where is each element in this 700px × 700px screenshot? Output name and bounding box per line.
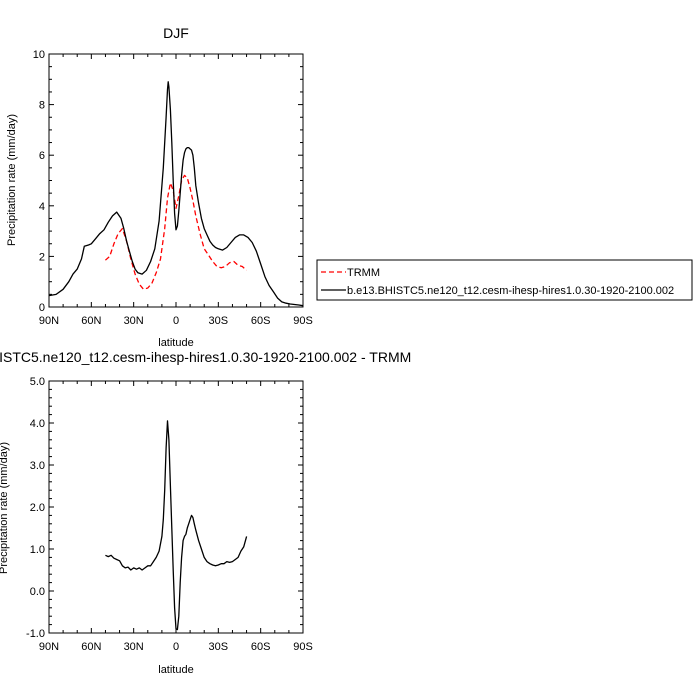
x-tick-label: 30N bbox=[124, 641, 144, 653]
x-tick-label: 0 bbox=[173, 641, 179, 653]
x-tick-label: 60N bbox=[81, 315, 101, 327]
x-axis-label-bottom: latitude bbox=[158, 664, 193, 676]
chart-title-bottom: b.e13.BHISTC5.ne120_t12.cesm-ihesp-hires… bbox=[0, 349, 411, 365]
y-tick-label: -1.0 bbox=[26, 628, 45, 640]
y-tick-label: 6 bbox=[39, 150, 45, 162]
series-line-model bbox=[48, 81, 304, 307]
legend-label-trmm: TRMM bbox=[347, 267, 380, 279]
y-tick-label: 2.0 bbox=[30, 502, 45, 514]
x-axis-label-top: latitude bbox=[158, 337, 193, 349]
x-tick-label: 90N bbox=[39, 641, 59, 653]
series-lines-top bbox=[48, 81, 304, 307]
chart-title-top: DJF bbox=[163, 25, 189, 41]
panel-bottom: b.e13.BHISTC5.ne120_t12.cesm-ihesp-hires… bbox=[0, 349, 411, 676]
x-tick-label: 60N bbox=[81, 641, 101, 653]
y-tick-label: 5.0 bbox=[30, 376, 45, 388]
legend-box bbox=[316, 259, 693, 301]
series-line-trmm bbox=[104, 174, 248, 290]
panel-top: DJF 0 2 4 6 8 10 90N 60N 30N 0 30S 60S 90S latitude… bbox=[6, 25, 313, 349]
y-tick-label: 1.0 bbox=[30, 544, 45, 556]
tick-marks-top bbox=[48, 53, 304, 308]
plot-frame-bottom bbox=[48, 380, 304, 634]
legend: TRMM b.e13.BHISTC5.ne120_t12.cesm-ihesp-… bbox=[316, 259, 693, 301]
x-tick-label: 90N bbox=[39, 315, 59, 327]
x-tick-label: 30N bbox=[124, 315, 144, 327]
tick-marks-bottom bbox=[48, 380, 304, 634]
y-tick-label: 10 bbox=[33, 49, 45, 61]
y-tick-label: 3.0 bbox=[30, 460, 45, 472]
plot-frame-top bbox=[48, 53, 304, 308]
x-tick-label: 0 bbox=[173, 315, 179, 327]
x-tick-labels-bottom: 90N 60N 30N 0 30S 60S 90S bbox=[39, 641, 313, 653]
y-tick-labels-top: 0 2 4 6 8 10 bbox=[33, 49, 45, 314]
y-tick-label: 4 bbox=[39, 201, 45, 213]
x-tick-label: 60S bbox=[251, 315, 271, 327]
series-lines-bottom bbox=[105, 420, 248, 631]
x-tick-label: 30S bbox=[209, 641, 229, 653]
x-tick-labels-top: 90N 60N 30N 0 30S 60S 90S bbox=[39, 315, 313, 327]
y-tick-labels-bottom: -1.0 0.0 1.0 2.0 3.0 4.0 5.0 bbox=[26, 376, 45, 640]
y-tick-label: 2 bbox=[39, 251, 45, 263]
y-axis-label-bottom: Precipitation rate (mm/day) bbox=[0, 442, 10, 574]
y-tick-label: 0.0 bbox=[30, 586, 45, 598]
x-tick-label: 90S bbox=[293, 641, 313, 653]
y-tick-label: 8 bbox=[39, 100, 45, 112]
y-tick-label: 0 bbox=[39, 302, 45, 314]
y-axis-label-top: Precipitation rate (mm/day) bbox=[6, 114, 18, 246]
y-tick-label: 4.0 bbox=[30, 418, 45, 430]
x-tick-label: 60S bbox=[251, 641, 271, 653]
x-tick-label: 30S bbox=[209, 315, 229, 327]
legend-label-model: b.e13.BHISTC5.ne120_t12.cesm-ihesp-hires… bbox=[347, 285, 674, 297]
x-tick-label: 90S bbox=[293, 315, 313, 327]
series-line-model bbox=[105, 420, 248, 631]
